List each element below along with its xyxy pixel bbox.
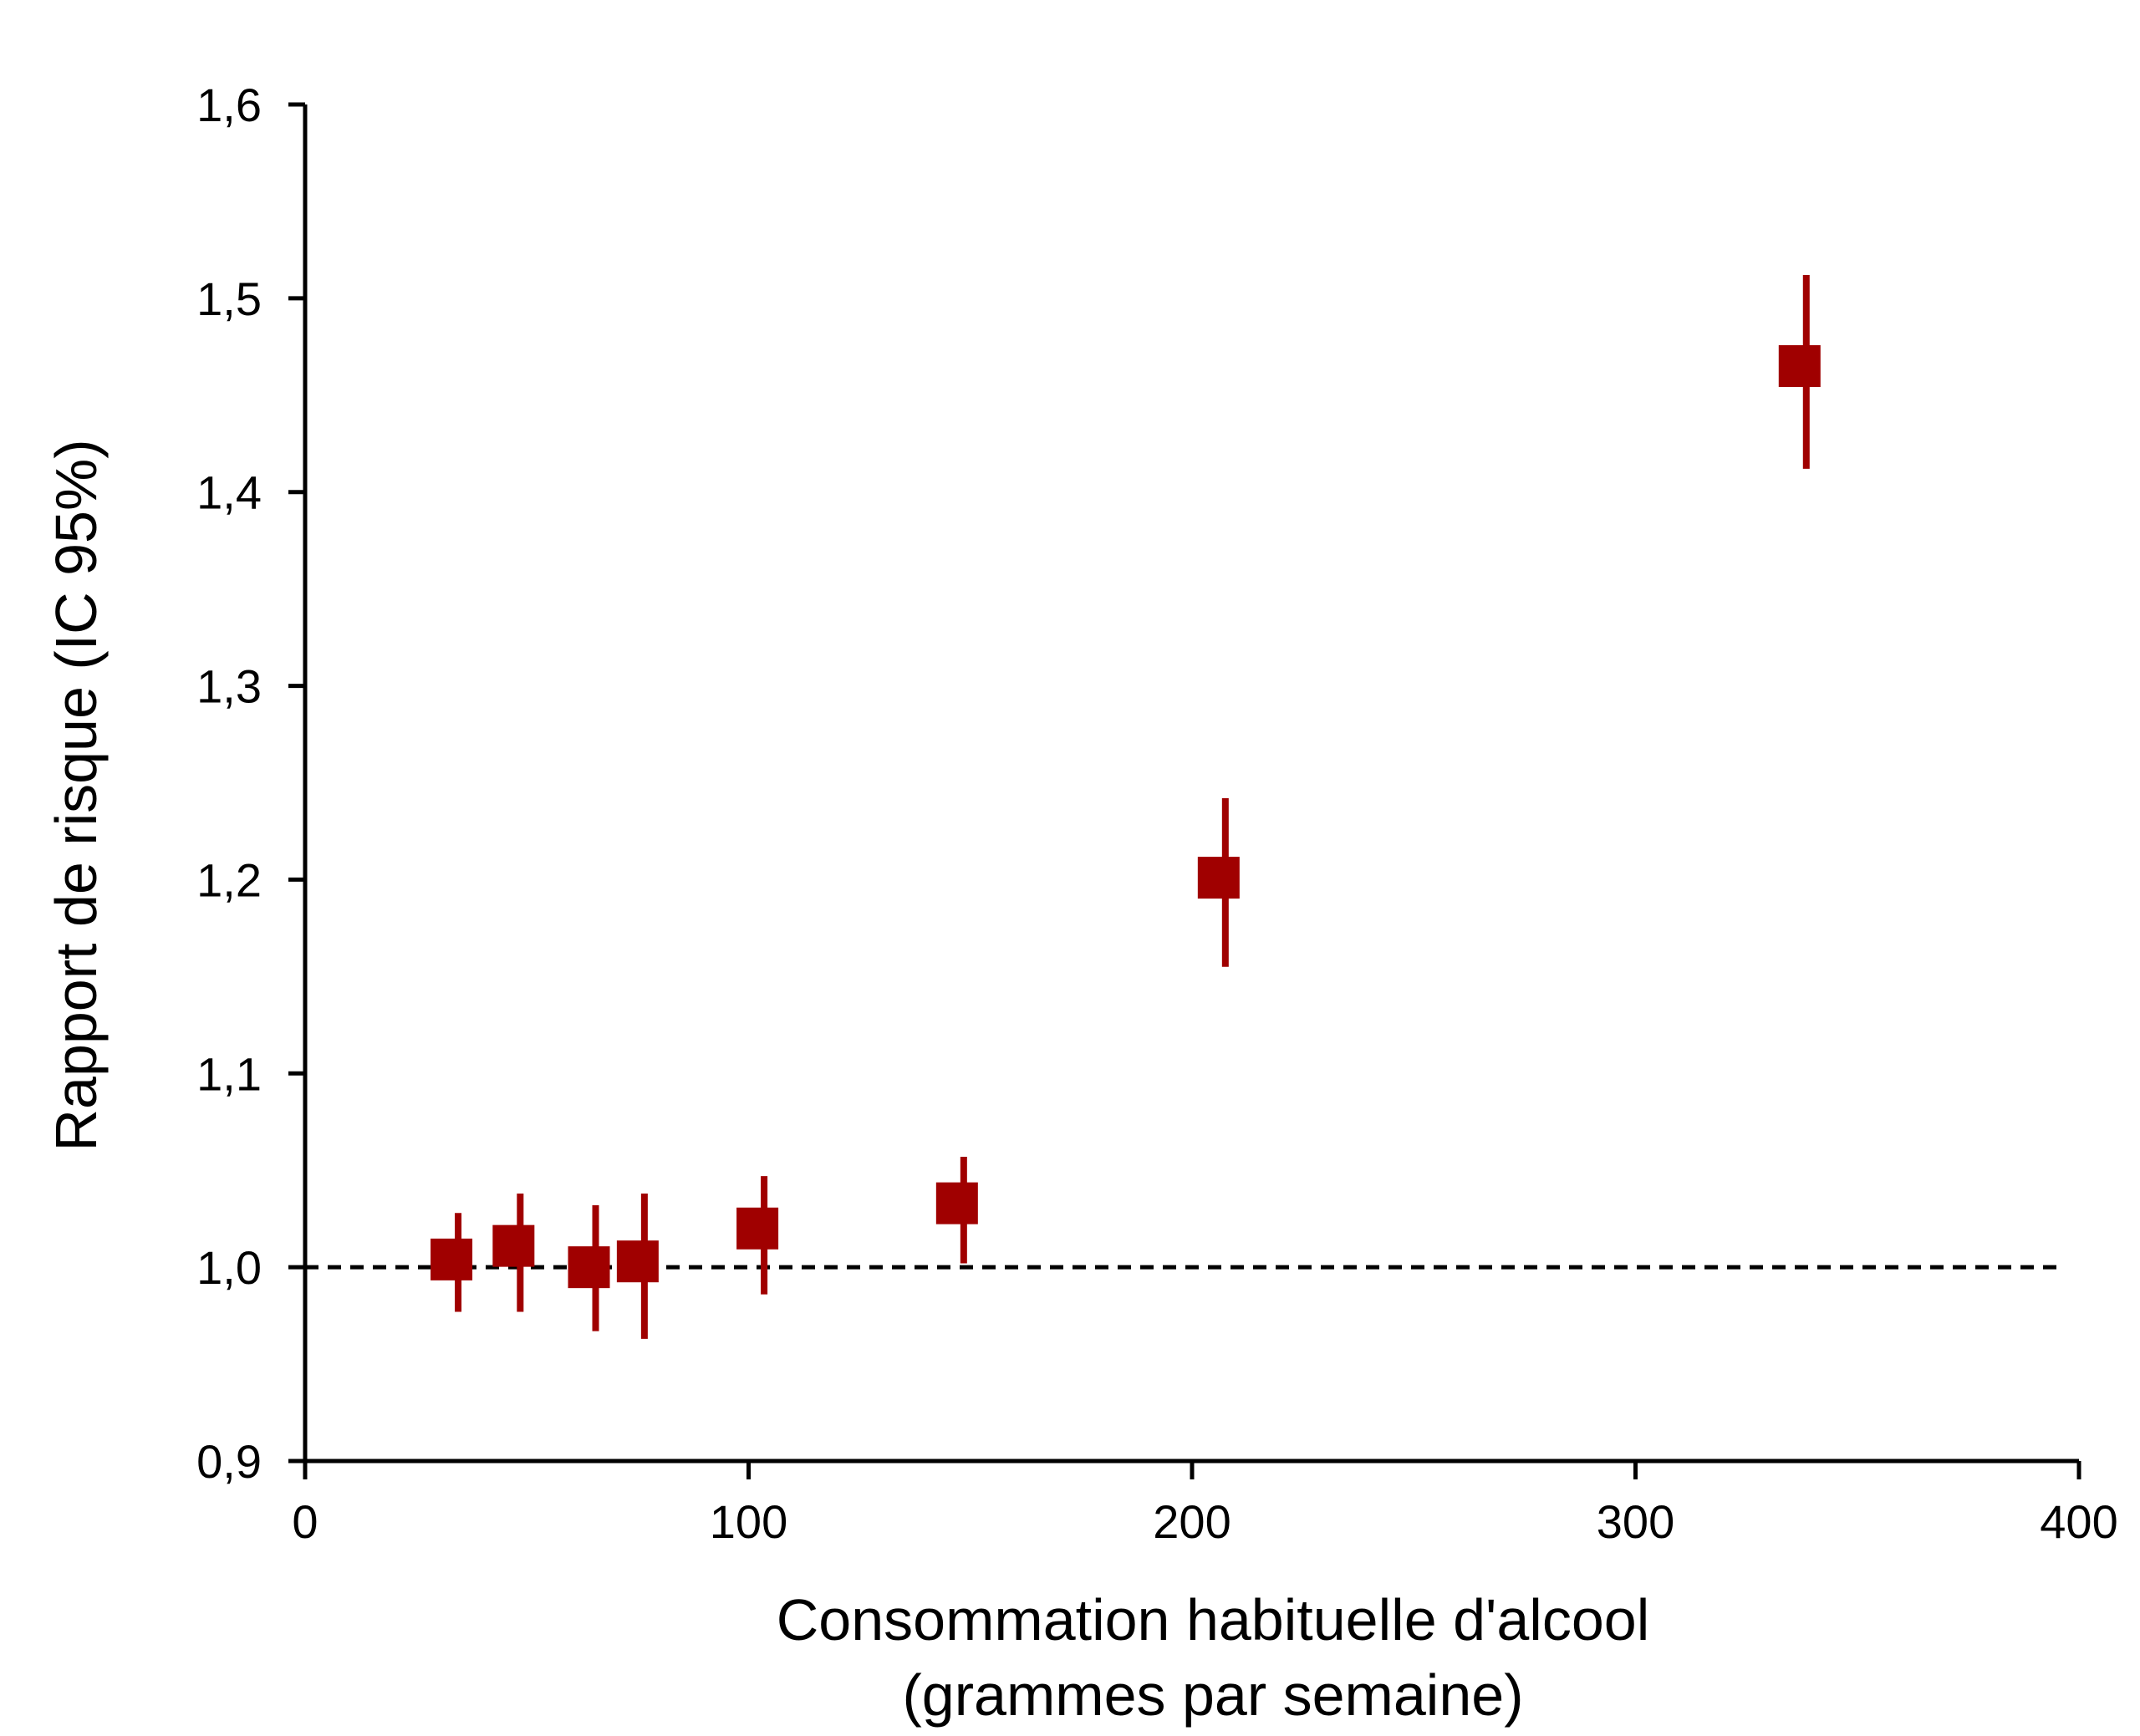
x-tick-label: 300	[1597, 1495, 1674, 1548]
x-tick-label: 100	[710, 1495, 787, 1548]
data-point-marker	[1197, 857, 1240, 899]
y-tick-label: 1,3	[196, 660, 262, 713]
data-point-marker	[616, 1240, 659, 1283]
data-point-marker	[935, 1182, 978, 1224]
y-tick-label: 1,0	[196, 1241, 262, 1294]
y-tick-label: 1,6	[196, 79, 262, 131]
x-tick-label: 200	[1153, 1495, 1230, 1548]
y-tick-label: 0,9	[196, 1435, 262, 1488]
y-tick-label: 1,4	[196, 466, 262, 519]
x-axis-title-line-2: (grammes par semaine)	[903, 1662, 1524, 1728]
data-point-marker	[568, 1246, 610, 1289]
data-point-marker	[431, 1238, 473, 1280]
y-tick-label: 1,2	[196, 853, 262, 906]
y-axis-title: Rapport de risque (IC 95%)	[43, 439, 109, 1151]
data-point-marker	[1778, 345, 1821, 388]
y-tick-label: 1,1	[196, 1047, 262, 1100]
x-axis-title-line-1: Consommation habituelle d'alcool	[777, 1587, 1650, 1652]
data-point-marker	[492, 1224, 535, 1267]
y-tick-label: 1,5	[196, 272, 262, 325]
x-tick-label: 0	[292, 1495, 318, 1548]
data-point-marker	[736, 1207, 779, 1250]
x-tick-label: 400	[2040, 1495, 2117, 1548]
